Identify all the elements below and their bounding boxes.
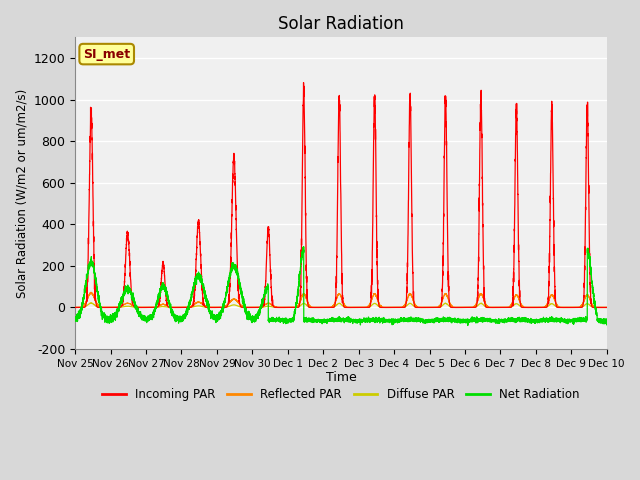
Title: Solar Radiation: Solar Radiation (278, 15, 404, 33)
Y-axis label: Solar Radiation (W/m2 or um/m2/s): Solar Radiation (W/m2 or um/m2/s) (15, 88, 28, 298)
Legend: Incoming PAR, Reflected PAR, Diffuse PAR, Net Radiation: Incoming PAR, Reflected PAR, Diffuse PAR… (97, 383, 584, 406)
X-axis label: Time: Time (326, 372, 356, 384)
Text: SI_met: SI_met (83, 48, 131, 60)
